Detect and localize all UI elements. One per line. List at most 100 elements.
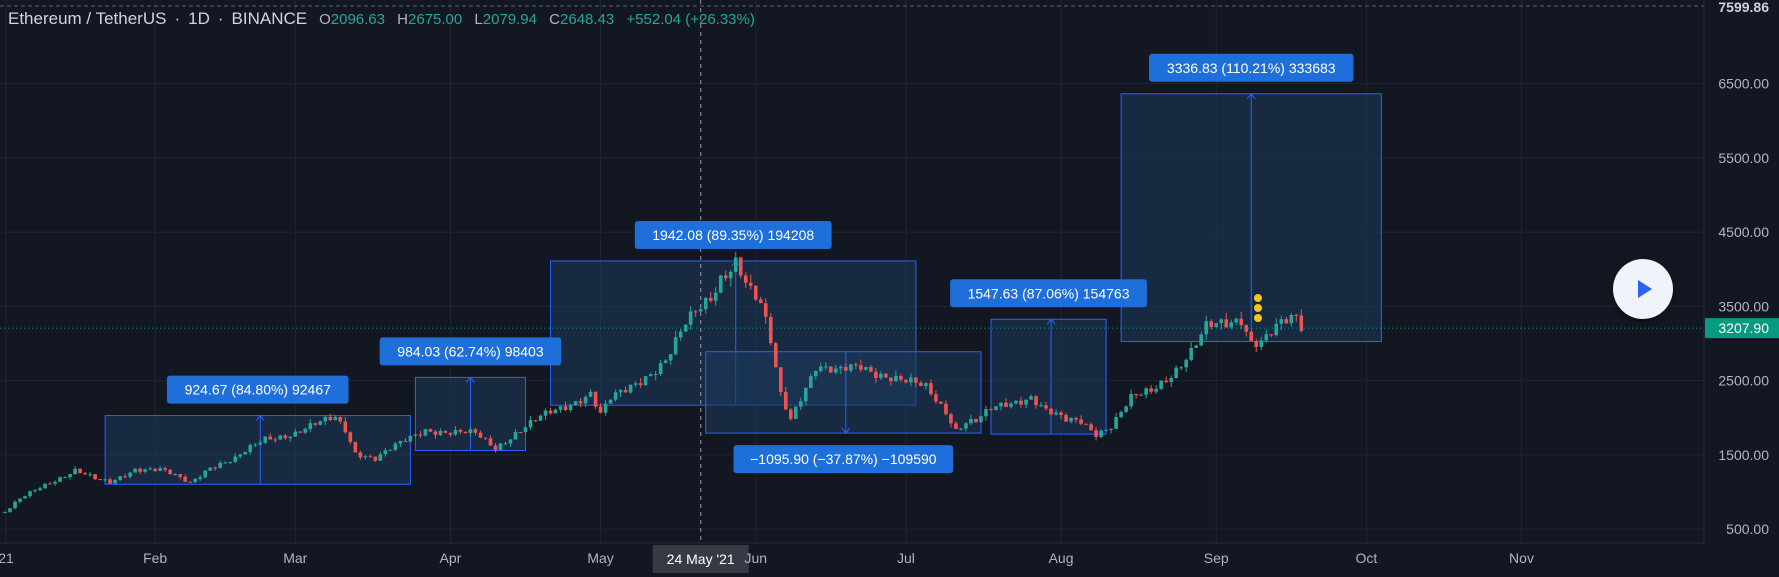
candle-body bbox=[1089, 424, 1093, 431]
candle-body bbox=[738, 257, 743, 276]
candle-body bbox=[668, 354, 673, 361]
y-tick-label: 6500.00 bbox=[1718, 76, 1769, 92]
candle-body bbox=[133, 468, 137, 473]
candle-body bbox=[73, 468, 77, 475]
candle-body bbox=[183, 476, 187, 482]
measure-label: 3336.83 (110.21%) 333683 bbox=[1167, 60, 1336, 76]
candle-body bbox=[283, 435, 288, 439]
measure-box[interactable] bbox=[104, 415, 411, 485]
symbol-name[interactable]: Ethereum / TetherUS bbox=[8, 9, 167, 28]
candle-body bbox=[1264, 334, 1269, 341]
candle-body bbox=[578, 401, 583, 404]
candle-body bbox=[493, 445, 498, 450]
candle-body bbox=[859, 365, 863, 370]
candle-body bbox=[178, 474, 182, 477]
y-tick-label: 5500.00 bbox=[1718, 150, 1769, 166]
candle-body bbox=[1229, 322, 1234, 328]
candle-body bbox=[473, 429, 478, 433]
candle-body bbox=[1119, 412, 1123, 418]
candle-body bbox=[103, 479, 107, 481]
last-price-tag bbox=[1705, 318, 1779, 339]
candle-body bbox=[113, 480, 117, 484]
candle-body bbox=[93, 474, 97, 480]
measurement-labels: 924.67 (84.80%) 92467 984.03 (62.74%) 984… bbox=[166, 53, 1354, 474]
candle-body bbox=[1029, 396, 1033, 400]
candle-body bbox=[303, 428, 308, 433]
candle-body bbox=[608, 399, 613, 404]
candle-body bbox=[1179, 367, 1183, 369]
x-tick-label: May bbox=[587, 550, 613, 566]
candle-body bbox=[1199, 334, 1203, 346]
candle-body bbox=[1009, 403, 1013, 407]
candle-body bbox=[1154, 388, 1158, 392]
candle-body bbox=[588, 391, 593, 397]
measure-label-bg bbox=[733, 445, 954, 474]
candle-body bbox=[313, 423, 318, 425]
candle-body bbox=[783, 391, 788, 410]
candle-body bbox=[879, 373, 883, 378]
candle-body bbox=[1204, 321, 1208, 335]
candle-body bbox=[1294, 315, 1299, 317]
candle-body bbox=[268, 436, 273, 440]
candle-body bbox=[1139, 394, 1143, 396]
candle-body bbox=[758, 299, 763, 304]
measure-label-bg bbox=[166, 375, 349, 404]
candle-body bbox=[98, 479, 102, 481]
x-tick-label: Sep bbox=[1204, 550, 1229, 566]
x-tick-label: Nov bbox=[1509, 550, 1534, 566]
candle-body bbox=[478, 432, 483, 438]
candle-body bbox=[1049, 408, 1053, 415]
candle-body bbox=[698, 309, 703, 312]
candle-body bbox=[613, 392, 618, 400]
x-tick-label: 21 bbox=[0, 550, 14, 566]
candle-body bbox=[348, 432, 353, 442]
candle-body bbox=[223, 462, 228, 464]
y-tick-label: 2500.00 bbox=[1718, 373, 1769, 389]
candle-body bbox=[824, 366, 828, 368]
candle-body bbox=[733, 257, 738, 272]
candle-body bbox=[168, 469, 172, 475]
candle-body bbox=[723, 275, 728, 279]
candle-body bbox=[143, 469, 147, 472]
candle-body bbox=[138, 468, 142, 472]
candle-body bbox=[964, 423, 968, 429]
candle-body bbox=[914, 377, 918, 383]
candle-body bbox=[954, 423, 958, 429]
candle-body bbox=[924, 383, 928, 387]
candle-body bbox=[463, 431, 468, 434]
measure-box[interactable] bbox=[705, 351, 982, 434]
measure-box[interactable] bbox=[990, 318, 1107, 435]
candle-body bbox=[984, 409, 988, 417]
candle-body bbox=[343, 421, 348, 433]
candle-body bbox=[443, 430, 448, 433]
candle-body bbox=[793, 406, 798, 419]
candle-body bbox=[1274, 323, 1279, 336]
candle-body bbox=[1159, 380, 1163, 389]
replay-play-button[interactable] bbox=[1613, 259, 1673, 319]
measure-label: 924.67 (84.80%) 92467 bbox=[185, 382, 332, 398]
candle-body bbox=[1219, 319, 1224, 324]
candle-body bbox=[68, 474, 72, 478]
candle-body bbox=[969, 418, 973, 424]
measure-label-bg bbox=[950, 279, 1147, 308]
interval[interactable]: 1D bbox=[188, 9, 210, 28]
candle-body bbox=[498, 443, 503, 450]
candle-body bbox=[1144, 388, 1148, 395]
close-value: 2648.43 bbox=[560, 10, 615, 28]
candle-body bbox=[708, 297, 713, 301]
candle-body bbox=[1184, 359, 1188, 368]
candle-body bbox=[1299, 315, 1304, 331]
candle-body bbox=[1259, 340, 1264, 347]
measurement-boxes[interactable] bbox=[104, 92, 1382, 485]
candle-body bbox=[603, 403, 608, 413]
candle-body bbox=[8, 508, 12, 513]
candle-body bbox=[753, 285, 758, 300]
y-tick-label: 3500.00 bbox=[1718, 298, 1769, 314]
separator-dot: · bbox=[174, 9, 181, 28]
candle-body bbox=[1194, 345, 1198, 348]
high-value: 2675.00 bbox=[408, 10, 463, 28]
change-value: +552.04 (+26.33%) bbox=[626, 10, 755, 28]
y-top-label: 7599.86 bbox=[1718, 0, 1769, 15]
candle-body bbox=[428, 429, 433, 432]
